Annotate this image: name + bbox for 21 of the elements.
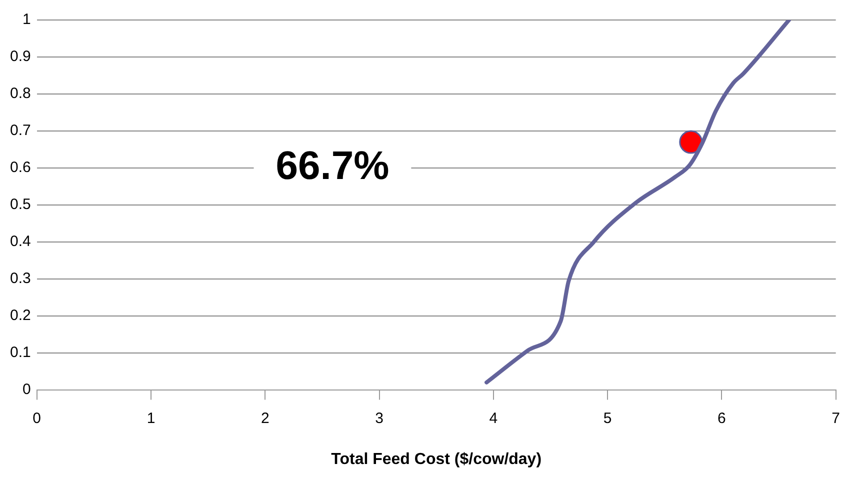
y-tick-label: 0.8 xyxy=(10,85,31,102)
x-tick-label: 5 xyxy=(603,410,612,427)
y-tick-label: 0.2 xyxy=(10,306,31,324)
x-axis-title: Total Feed Cost ($/cow/day) xyxy=(331,450,542,468)
y-tick-label: 0.3 xyxy=(10,270,31,287)
x-tick-label: 7 xyxy=(832,410,840,427)
y-tick-label: 0.4 xyxy=(10,233,31,250)
y-tick-label: 0 xyxy=(22,380,31,398)
y-tick-label: 0.9 xyxy=(10,48,31,66)
x-tick-label: 4 xyxy=(489,410,498,427)
annotation: 66.7% xyxy=(276,144,390,188)
y-tick-label: 0.6 xyxy=(10,159,31,176)
x-tick-label: 1 xyxy=(146,410,156,427)
y-tick-label: 0.5 xyxy=(10,196,31,214)
line-series xyxy=(484,20,792,384)
x-tick-label: 2 xyxy=(260,410,270,427)
x-tick-label: 6 xyxy=(718,410,726,427)
y-tick-label: 0.1 xyxy=(10,344,31,361)
y-tick-label: 0.7 xyxy=(10,122,31,140)
x-tick-label: 3 xyxy=(375,410,384,427)
y-tick-label: 1 xyxy=(22,11,31,28)
